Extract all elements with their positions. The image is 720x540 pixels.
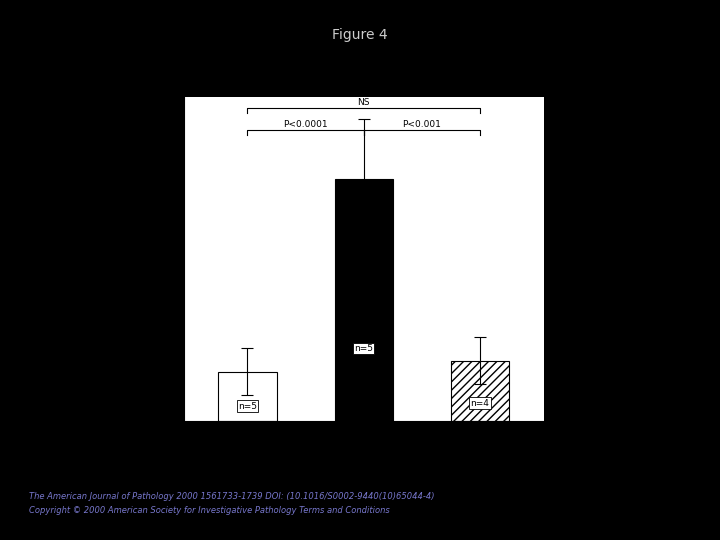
Text: NS: NS — [357, 98, 370, 107]
X-axis label: Treatment: Treatment — [336, 469, 392, 479]
Text: P<0.0001: P<0.0001 — [283, 119, 328, 129]
Text: P<0.001: P<0.001 — [402, 119, 441, 129]
Text: n=5: n=5 — [354, 344, 373, 353]
Y-axis label: Density of static leukocytes (x10⁻⁵ cells/pixel², mean+SD): Density of static leukocytes (x10⁻⁵ cell… — [147, 117, 157, 401]
Bar — [218, 372, 276, 421]
Text: Figure 4: Figure 4 — [332, 28, 388, 42]
Text: n=5: n=5 — [238, 402, 257, 411]
Text: The American Journal of Pathology 2000 1561733-1739 DOI: (10.1016/S0002-9440(10): The American Journal of Pathology 2000 1… — [29, 492, 434, 501]
Text: Copyright © 2000 American Society for Investigative Pathology Terms and Conditio: Copyright © 2000 American Society for In… — [29, 506, 390, 515]
Text: n=4: n=4 — [470, 399, 489, 408]
Bar — [451, 361, 509, 421]
Bar — [335, 179, 392, 421]
